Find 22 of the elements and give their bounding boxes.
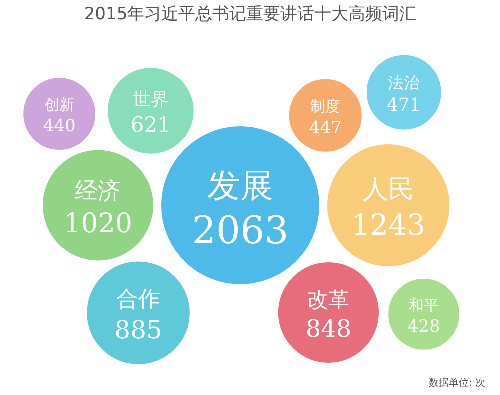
category-label: 人民 [362,174,415,205]
category-label: 世界 [132,90,169,110]
data-label: 1020 [64,208,133,240]
data-label: 471 [386,95,422,116]
data-label: 848 [306,315,352,344]
data-label: 440 [43,116,76,137]
data-label: 1243 [352,208,426,242]
category-label: 制度 [310,97,341,116]
category-label: 和平 [409,296,440,314]
text: 2015年习近平总书记重要讲话十大高频词汇 [84,4,417,24]
category-label: 法治 [388,74,420,93]
data-label: 885 [114,315,162,344]
data-label: 428 [408,316,440,337]
category-label: 发展 [208,166,274,205]
data-label: 2063 [192,208,289,252]
category-label: 改革 [308,288,350,312]
data-label: 447 [309,118,342,138]
category-label: 合作 [116,287,161,312]
category-label: 创新 [44,96,75,114]
category-label: 经济 [75,178,122,204]
text: 数据单位: 次 [428,377,486,389]
data-label: 621 [130,113,171,138]
